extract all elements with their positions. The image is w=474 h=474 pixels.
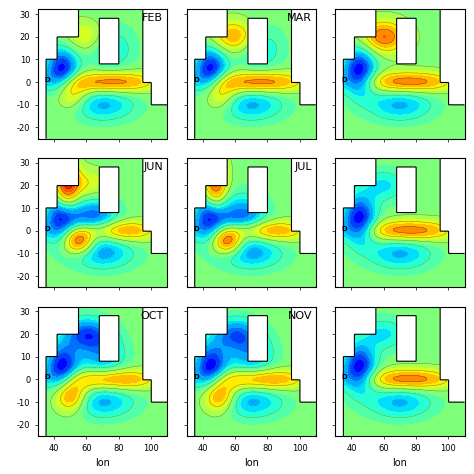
- Text: D: D: [45, 226, 50, 232]
- Text: D: D: [342, 77, 347, 83]
- X-axis label: lon: lon: [392, 458, 407, 468]
- Text: D: D: [193, 77, 199, 83]
- Text: JUN: JUN: [144, 162, 164, 172]
- Text: NOV: NOV: [287, 310, 312, 321]
- Text: MAR: MAR: [287, 13, 312, 23]
- Text: D: D: [193, 374, 199, 380]
- Text: D: D: [342, 226, 347, 232]
- Text: JUL: JUL: [294, 162, 312, 172]
- Text: D: D: [193, 226, 199, 232]
- X-axis label: lon: lon: [95, 458, 110, 468]
- Text: OCT: OCT: [140, 310, 164, 321]
- X-axis label: lon: lon: [244, 458, 259, 468]
- Text: FEB: FEB: [142, 13, 164, 23]
- Text: D: D: [45, 77, 50, 83]
- Text: D: D: [45, 374, 50, 380]
- Text: D: D: [342, 374, 347, 380]
